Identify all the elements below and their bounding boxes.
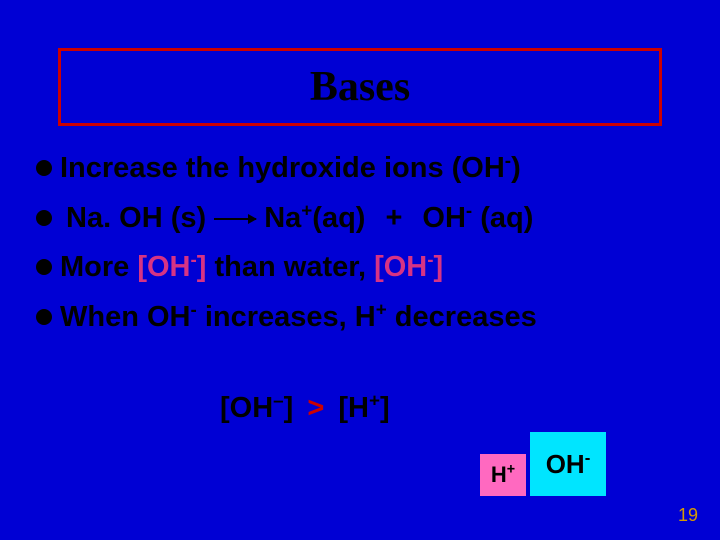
b2-aq1: (aq) xyxy=(312,202,365,234)
compare-expression: [OH–] > [H+] xyxy=(220,392,390,425)
title-text: Bases xyxy=(310,63,410,111)
b1-post: ) xyxy=(511,152,521,184)
sup-minus: - xyxy=(466,199,472,220)
bullet-1: Increase the hydroxide ions (OH-) xyxy=(36,150,696,188)
b4-mid: increases, H xyxy=(197,301,376,333)
b4-post: decreases xyxy=(387,301,537,333)
h-plus-box: H+ xyxy=(480,454,526,496)
oh-box-label: OH- xyxy=(546,449,591,480)
bullet-list: Increase the hydroxide ions (OH-) Na. OH… xyxy=(36,150,696,349)
sup-minus: – xyxy=(273,389,283,410)
title-box: Bases xyxy=(58,48,662,126)
bullet-dot-icon xyxy=(36,309,52,325)
b2-aq2: (aq) xyxy=(480,202,533,234)
bullet-4: When OH- increases, H+ decreases xyxy=(36,299,696,337)
arrow-icon xyxy=(214,218,256,220)
b2-plus: + xyxy=(385,200,402,238)
bullet-3-text: More [OH-] than water, [OH-] xyxy=(60,249,443,287)
cmp-rhs-a: [H xyxy=(338,392,369,424)
bullet-3: More [OH-] than water, [OH-] xyxy=(36,249,696,287)
bullet-2: Na. OH (s) Na+(aq) + OH- (aq) xyxy=(36,200,696,238)
b1-pre: Increase the hydroxide ions (OH xyxy=(60,152,505,184)
b4-pre: When OH xyxy=(60,301,191,333)
sup-plus: + xyxy=(376,298,387,319)
b3-oh2: [OH-] xyxy=(374,251,443,283)
h-label: H xyxy=(491,462,507,487)
sup-plus: + xyxy=(369,389,380,410)
b3-mid: than water, xyxy=(206,251,374,283)
cmp-lhs: [OH–] xyxy=(220,392,293,424)
oh-minus-box: OH- xyxy=(530,432,606,496)
oh-label: OH xyxy=(546,449,585,479)
b2-oh: OH- (aq) xyxy=(422,200,533,238)
cmp-rhs-b: ] xyxy=(380,392,390,424)
b3-oh1a: [OH xyxy=(137,251,190,283)
b3-oh1: [OH-] xyxy=(137,251,206,283)
b2-ohlabel: OH xyxy=(422,202,466,234)
sup-plus: + xyxy=(301,199,312,220)
bullet-dot-icon xyxy=(36,210,52,226)
h-box-label: H+ xyxy=(491,462,515,488)
b3-pre: More xyxy=(60,251,137,283)
b2-left: Na. OH (s) xyxy=(66,200,206,238)
b2-na: Na xyxy=(264,202,301,234)
b2-mid: Na+(aq) xyxy=(264,200,365,238)
bullet-1-text: Increase the hydroxide ions (OH-) xyxy=(60,150,521,188)
cmp-lhs-b: ] xyxy=(284,392,294,424)
page-number: 19 xyxy=(678,505,698,526)
bullet-2-text: Na. OH (s) Na+(aq) + OH- (aq) xyxy=(60,200,533,238)
cmp-rhs: [H+] xyxy=(338,392,389,424)
bullet-4-text: When OH- increases, H+ decreases xyxy=(60,299,537,337)
sup-minus: - xyxy=(585,448,591,467)
sup-plus: + xyxy=(507,462,515,478)
cmp-gt: > xyxy=(307,392,324,424)
bullet-dot-icon xyxy=(36,259,52,275)
b3-oh2b: ] xyxy=(434,251,444,283)
bullet-dot-icon xyxy=(36,160,52,176)
b3-oh2a: [OH xyxy=(374,251,427,283)
cmp-lhs-a: [OH xyxy=(220,392,273,424)
